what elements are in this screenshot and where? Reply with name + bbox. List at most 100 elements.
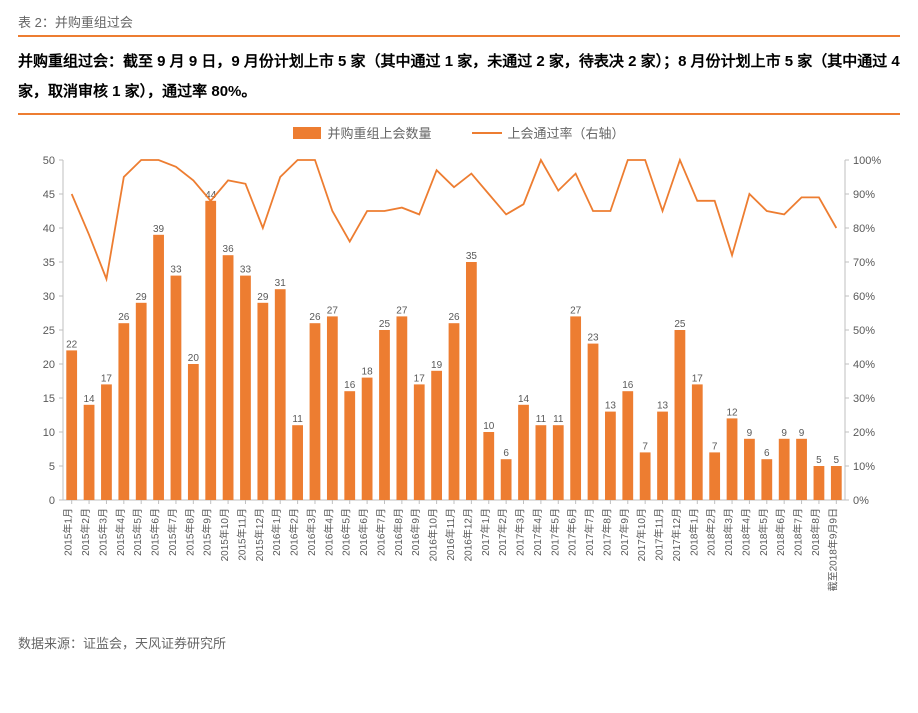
bar (240, 276, 251, 500)
bar (814, 466, 825, 500)
svg-text:2015年1月: 2015年1月 (62, 508, 75, 556)
bar (136, 303, 147, 500)
svg-text:2015年3月: 2015年3月 (96, 508, 109, 556)
svg-text:10: 10 (483, 421, 495, 432)
bar (727, 418, 738, 500)
svg-text:26: 26 (448, 312, 460, 323)
pass-rate-line (72, 160, 837, 279)
data-source: 数据来源：证监会，天风证券研究所 (18, 633, 900, 652)
svg-text:2016年5月: 2016年5月 (340, 508, 353, 556)
svg-text:50%: 50% (853, 325, 875, 337)
svg-text:20%: 20% (853, 427, 875, 439)
svg-text:45: 45 (43, 189, 55, 201)
svg-text:5: 5 (816, 455, 822, 466)
chart-legend: 并购重组上会数量 上会通过率（右轴） (19, 123, 899, 142)
svg-text:2015年12月: 2015年12月 (253, 508, 266, 561)
svg-text:6: 6 (503, 448, 509, 459)
svg-text:2016年8月: 2016年8月 (392, 508, 405, 556)
bar (257, 303, 268, 500)
bar (675, 330, 686, 500)
svg-text:14: 14 (518, 394, 530, 405)
svg-text:2016年12月: 2016年12月 (461, 508, 474, 561)
svg-text:20: 20 (188, 353, 200, 364)
bar (379, 330, 390, 500)
svg-text:2017年7月: 2017年7月 (583, 508, 596, 556)
bar (414, 384, 425, 500)
svg-text:2015年6月: 2015年6月 (149, 508, 162, 556)
svg-text:2018年6月: 2018年6月 (774, 508, 787, 556)
svg-text:2017年6月: 2017年6月 (566, 508, 579, 556)
svg-text:2017年3月: 2017年3月 (514, 508, 527, 556)
svg-text:2017年4月: 2017年4月 (531, 508, 544, 556)
svg-text:2016年9月: 2016年9月 (409, 508, 422, 556)
legend-line-swatch (472, 132, 502, 134)
bar (431, 371, 442, 500)
svg-text:80%: 80% (853, 223, 875, 235)
svg-text:30: 30 (43, 291, 55, 303)
bar (362, 378, 373, 500)
svg-text:11: 11 (536, 414, 547, 425)
svg-text:36: 36 (223, 244, 235, 255)
svg-text:40: 40 (43, 223, 55, 235)
bar (657, 412, 668, 500)
svg-text:90%: 90% (853, 189, 875, 201)
svg-text:9: 9 (799, 428, 805, 439)
bar (101, 384, 112, 500)
svg-text:25: 25 (674, 319, 686, 330)
svg-text:2016年3月: 2016年3月 (305, 508, 318, 556)
svg-text:9: 9 (747, 428, 753, 439)
svg-text:25: 25 (43, 325, 55, 337)
svg-text:2015年8月: 2015年8月 (183, 508, 196, 556)
svg-text:15: 15 (43, 393, 55, 405)
legend-bar-swatch (293, 127, 321, 139)
svg-text:17: 17 (692, 373, 704, 384)
svg-text:17: 17 (101, 373, 113, 384)
svg-text:13: 13 (605, 401, 617, 412)
svg-text:2017年11月: 2017年11月 (653, 508, 666, 561)
svg-text:39: 39 (153, 224, 165, 235)
bar (292, 425, 303, 500)
svg-text:2015年9月: 2015年9月 (201, 508, 214, 556)
svg-text:5: 5 (834, 455, 840, 466)
svg-text:2018年5月: 2018年5月 (757, 508, 770, 556)
bar (692, 384, 703, 500)
bar (779, 439, 790, 500)
bar (640, 452, 651, 500)
svg-text:100%: 100% (853, 155, 881, 167)
svg-text:2016年6月: 2016年6月 (357, 508, 370, 556)
svg-text:2016年1月: 2016年1月 (270, 508, 283, 556)
svg-text:35: 35 (466, 251, 478, 262)
svg-text:2017年8月: 2017年8月 (600, 508, 613, 556)
bar (327, 316, 338, 500)
bar (518, 405, 529, 500)
svg-text:14: 14 (84, 394, 96, 405)
bar (153, 235, 164, 500)
svg-text:16: 16 (344, 380, 356, 391)
svg-text:29: 29 (257, 292, 269, 303)
svg-text:2017年10月: 2017年10月 (635, 508, 648, 561)
bar (483, 432, 494, 500)
svg-text:60%: 60% (853, 291, 875, 303)
svg-text:35: 35 (43, 257, 55, 269)
bar (501, 459, 512, 500)
svg-text:2015年5月: 2015年5月 (131, 508, 144, 556)
svg-text:2018年4月: 2018年4月 (739, 508, 752, 556)
bar (831, 466, 842, 500)
svg-text:26: 26 (118, 312, 130, 323)
svg-text:0: 0 (49, 495, 55, 507)
svg-text:25: 25 (379, 319, 391, 330)
bar (796, 439, 807, 500)
svg-text:0%: 0% (853, 495, 869, 507)
svg-text:26: 26 (309, 312, 321, 323)
svg-text:18: 18 (362, 367, 374, 378)
divider-bottom (18, 113, 900, 115)
bar (570, 316, 581, 500)
svg-text:截至2018年9月9日: 截至2018年9月9日 (826, 508, 839, 591)
svg-text:11: 11 (553, 414, 564, 425)
bar (171, 276, 182, 500)
svg-text:2016年11月: 2016年11月 (444, 508, 457, 561)
svg-text:2016年10月: 2016年10月 (427, 508, 440, 561)
svg-text:9: 9 (781, 428, 787, 439)
svg-text:2015年10月: 2015年10月 (218, 508, 231, 561)
bar (310, 323, 321, 500)
